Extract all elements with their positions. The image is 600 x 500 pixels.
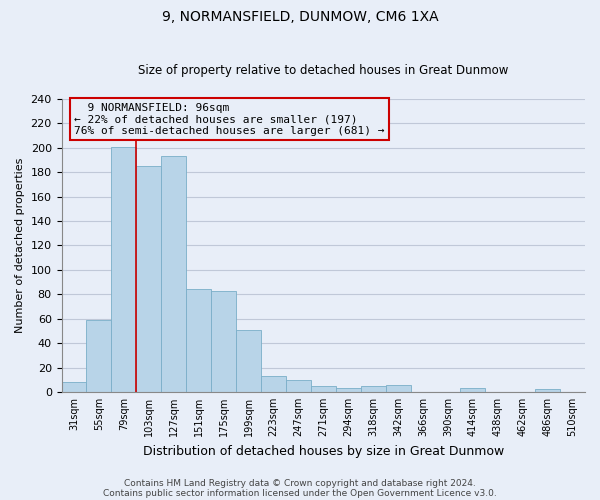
Bar <box>261 376 286 392</box>
Bar <box>386 384 410 392</box>
Text: 9 NORMANSFIELD: 96sqm
← 22% of detached houses are smaller (197)
76% of semi-det: 9 NORMANSFIELD: 96sqm ← 22% of detached … <box>74 102 385 136</box>
Bar <box>236 330 261 392</box>
Bar <box>535 390 560 392</box>
X-axis label: Distribution of detached houses by size in Great Dunmow: Distribution of detached houses by size … <box>143 444 504 458</box>
Bar <box>186 290 211 392</box>
Text: 9, NORMANSFIELD, DUNMOW, CM6 1XA: 9, NORMANSFIELD, DUNMOW, CM6 1XA <box>161 10 439 24</box>
Bar <box>361 386 386 392</box>
Bar <box>136 166 161 392</box>
Bar <box>311 386 336 392</box>
Title: Size of property relative to detached houses in Great Dunmow: Size of property relative to detached ho… <box>138 64 508 77</box>
Bar <box>86 320 112 392</box>
Bar <box>286 380 311 392</box>
Bar <box>62 382 86 392</box>
Bar <box>161 156 186 392</box>
Text: Contains public sector information licensed under the Open Government Licence v3: Contains public sector information licen… <box>103 488 497 498</box>
Y-axis label: Number of detached properties: Number of detached properties <box>15 158 25 333</box>
Bar <box>112 146 136 392</box>
Bar <box>460 388 485 392</box>
Bar <box>211 290 236 392</box>
Bar <box>336 388 361 392</box>
Text: Contains HM Land Registry data © Crown copyright and database right 2024.: Contains HM Land Registry data © Crown c… <box>124 478 476 488</box>
